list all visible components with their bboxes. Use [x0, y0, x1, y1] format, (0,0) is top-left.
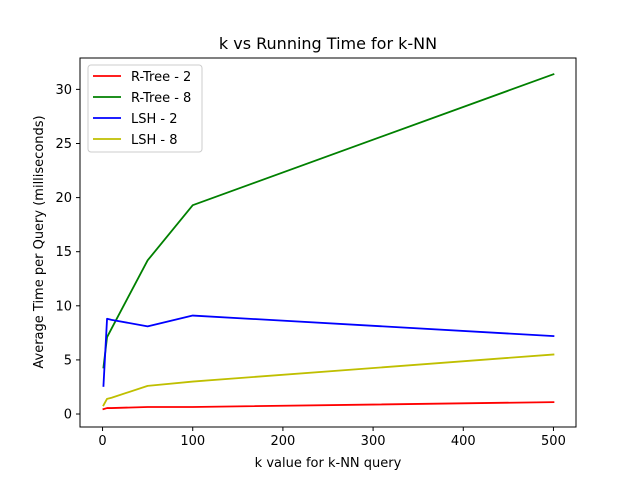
x-tick-label: 100: [180, 434, 205, 449]
y-axis-ticks: 0 5 10 15 20 25 30: [55, 83, 80, 423]
legend-label: LSH - 2: [131, 112, 178, 127]
y-tick-label: 5: [64, 353, 72, 368]
series-line-1: [102, 401, 555, 411]
plot-area: 0 100 200 300 400 500 0 5 10 15 20 25 30: [55, 57, 577, 449]
legend-label: R-Tree - 8: [131, 91, 191, 106]
x-tick-label: 200: [270, 434, 295, 449]
series-line-4: [102, 353, 555, 407]
legend-items: R-Tree - 2 R-Tree - 8 LSH - 2 LSH - 8: [93, 70, 191, 148]
x-axis-ticks: 0 100 200 300 400 500: [98, 427, 566, 449]
series-line-3: [102, 314, 555, 387]
y-tick-label: 15: [55, 245, 72, 260]
series-layer: [102, 73, 555, 411]
legend-label: R-Tree - 2: [131, 70, 191, 85]
x-tick-label: 400: [451, 434, 476, 449]
axes-frame: [79, 57, 577, 428]
y-tick-label: 10: [55, 299, 72, 314]
y-tick-label: 25: [55, 137, 72, 152]
y-tick-label: 30: [55, 83, 72, 98]
x-tick-label: 500: [541, 434, 566, 449]
y-axis-title: Average Time per Query (milliseconds): [32, 115, 47, 368]
legend: R-Tree - 2 R-Tree - 8 LSH - 2 LSH - 8: [87, 64, 203, 153]
legend-label: LSH - 8: [131, 133, 178, 148]
x-tick-label: 0: [98, 434, 106, 449]
x-tick-label: 300: [361, 434, 386, 449]
x-axis-title: k value for k-NN query: [255, 456, 402, 471]
y-tick-label: 0: [64, 408, 72, 423]
legend-box: [87, 64, 203, 153]
chart-title: k vs Running Time for k-NN: [219, 34, 437, 53]
y-tick-label: 20: [55, 191, 72, 206]
